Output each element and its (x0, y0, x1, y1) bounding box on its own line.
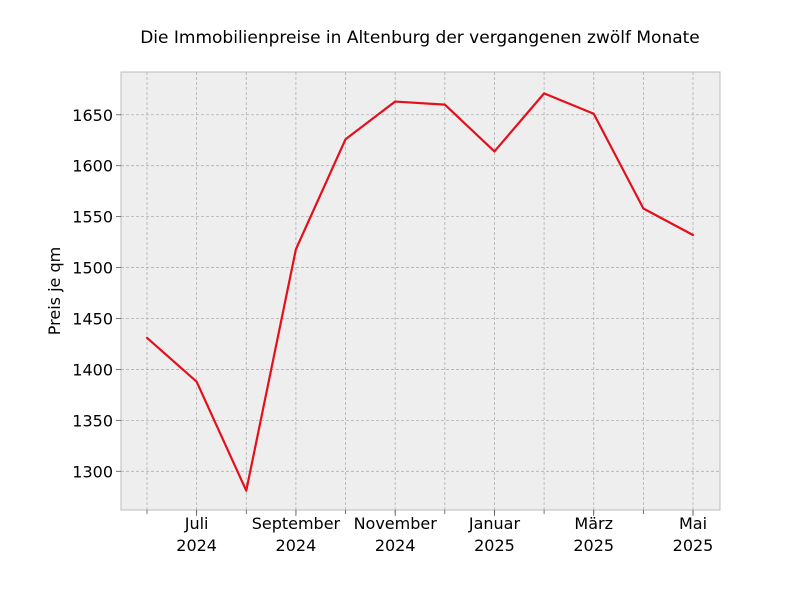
x-tick-year: 2024 (375, 536, 416, 555)
x-axis: Juli 2024 September 2024 November 2024 Januar 2… (146, 510, 714, 555)
y-axis-label: Preis je qm (45, 247, 64, 335)
x-tick-year: 2025 (474, 536, 515, 555)
x-tick-month: Mai (679, 514, 707, 533)
x-tick-month: Januar (468, 514, 521, 533)
x-tick-year: 2025 (673, 536, 714, 555)
y-tick-label: 1650 (72, 106, 113, 125)
y-tick-label: 1550 (72, 208, 113, 227)
series-line (145, 92, 695, 492)
x-tick-month: November (354, 514, 438, 533)
y-tick-label: 1350 (72, 411, 113, 430)
x-tick-year: 2025 (573, 536, 614, 555)
plot-area (120, 71, 721, 511)
y-tick-label: 1600 (72, 157, 113, 176)
x-tick-month: Juli (184, 514, 209, 533)
x-tick-label: September 2024 (252, 514, 341, 555)
x-tick-month: September (252, 514, 341, 533)
y-tick-label: 1300 (72, 462, 113, 481)
x-tick-label: Januar 2025 (468, 514, 521, 555)
x-tick-label: März 2025 (573, 514, 614, 555)
y-tick-label: 1400 (72, 360, 113, 379)
grid (121, 72, 720, 510)
y-axis: 1300 1350 1400 1450 1500 1550 1600 1650 (72, 106, 121, 481)
x-tick-month: März (574, 514, 613, 533)
y-tick-label: 1450 (72, 310, 113, 329)
y-tick-label: 1500 (72, 259, 113, 278)
x-tick-label: November 2024 (354, 514, 438, 555)
chart-title: Die Immobilienpreise in Altenburg der ve… (140, 28, 700, 48)
x-tick-year: 2024 (176, 536, 217, 555)
x-tick-year: 2024 (276, 536, 317, 555)
series-layer (145, 92, 695, 492)
x-tick-label: Juli 2024 (176, 514, 217, 555)
x-tick-label: Mai 2025 (673, 514, 714, 555)
